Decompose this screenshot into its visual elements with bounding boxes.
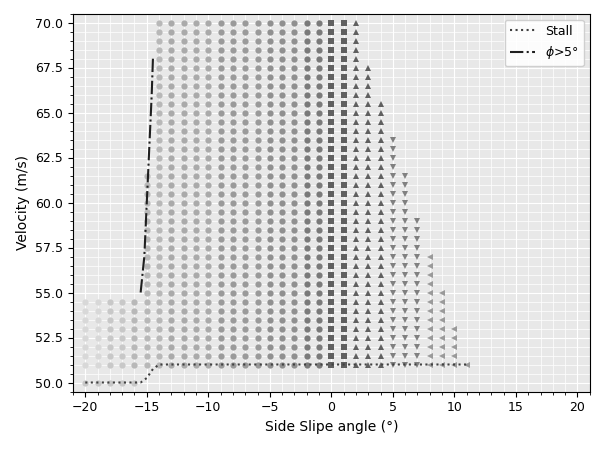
Stall [266, 362, 274, 367]
Stall [150, 366, 157, 372]
$\phi$>5° [148, 92, 156, 97]
Line: Stall: Stall [85, 364, 467, 382]
Stall [389, 362, 396, 367]
Stall [143, 375, 150, 381]
Stall [125, 380, 132, 385]
Legend: Stall, $\phi$>5°: Stall, $\phi$>5° [505, 20, 584, 66]
Y-axis label: Velocity (m/s): Velocity (m/s) [16, 155, 30, 250]
Stall [180, 362, 187, 367]
X-axis label: Side Slipe angle (°): Side Slipe angle (°) [264, 420, 398, 434]
Stall [278, 362, 286, 367]
Stall [438, 362, 446, 367]
Stall [88, 380, 95, 385]
Stall [352, 362, 359, 367]
Stall [401, 362, 409, 367]
Stall [340, 362, 347, 367]
Stall [156, 362, 163, 367]
$\phi$>5° [143, 200, 150, 205]
$\phi$>5° [140, 254, 148, 259]
Stall [463, 362, 471, 367]
Stall [205, 362, 212, 367]
Stall [414, 362, 421, 367]
Stall [106, 380, 114, 385]
Stall [192, 362, 199, 367]
$\phi$>5° [137, 290, 144, 295]
Stall [217, 362, 224, 367]
$\phi$>5° [145, 146, 153, 151]
Stall [100, 380, 108, 385]
Stall [377, 362, 384, 367]
$\phi$>5° [150, 56, 157, 61]
Stall [426, 362, 434, 367]
Stall [291, 362, 298, 367]
Line: $\phi$>5°: $\phi$>5° [140, 58, 153, 292]
Stall [112, 380, 120, 385]
Stall [316, 362, 323, 367]
Stall [94, 380, 101, 385]
Stall [254, 362, 261, 367]
Stall [119, 380, 126, 385]
Stall [303, 362, 311, 367]
Stall [328, 362, 335, 367]
Stall [365, 362, 372, 367]
Stall [229, 362, 237, 367]
Stall [241, 362, 249, 367]
Stall [137, 380, 144, 385]
Stall [168, 362, 175, 367]
Stall [451, 362, 458, 367]
Stall [81, 380, 89, 385]
